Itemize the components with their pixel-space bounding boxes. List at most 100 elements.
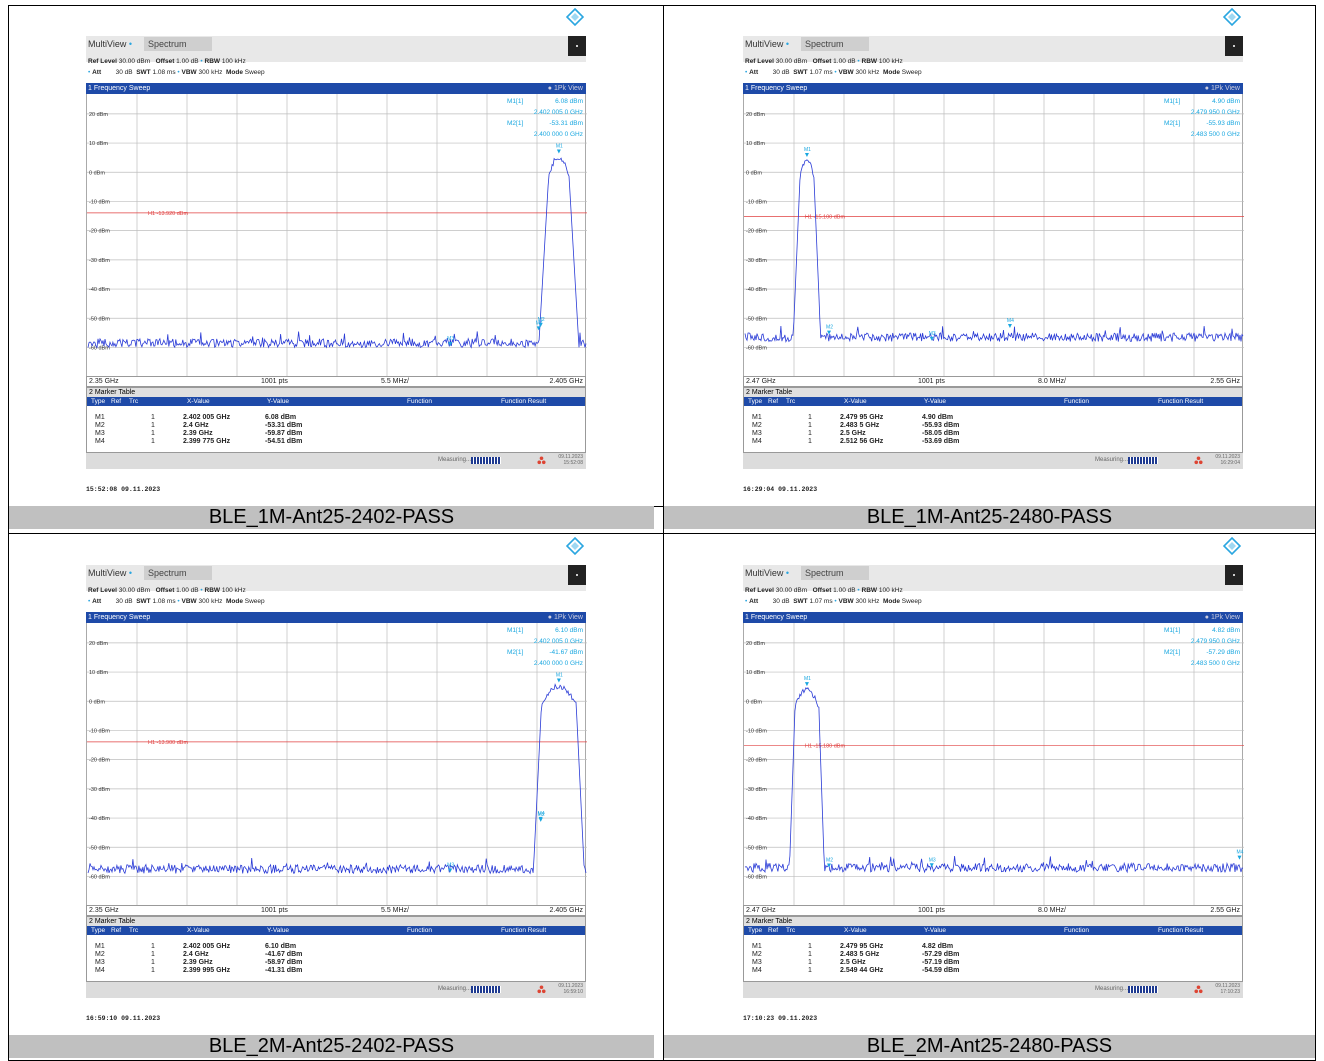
marker-y-value: -58.97 dBm: [265, 959, 303, 966]
y-tick-label: 10 dBm: [89, 141, 108, 147]
y-tick-label: 20 dBm: [746, 112, 765, 118]
marker-symbol[interactable]: [448, 342, 453, 347]
marker-label: M2: [826, 858, 833, 864]
marker-trace: 1: [808, 943, 812, 950]
marker-trace: 1: [808, 951, 812, 958]
marker-trace: 1: [808, 967, 812, 974]
readout-level: -41.67 dBm: [549, 649, 583, 656]
marker-table-header: Ref: [768, 398, 779, 405]
tab-multiview[interactable]: MultiView •: [88, 568, 133, 578]
marker-symbol[interactable]: [1007, 324, 1012, 329]
caption-2: BLE_1M-Ant25-2480-PASS: [664, 506, 1315, 529]
tab-multiview[interactable]: MultiView •: [745, 568, 790, 578]
view-label: ● 1Pk View: [547, 614, 583, 621]
marker-label: M1: [804, 676, 811, 682]
settings-line-2: • Att 30 dB SWT 1.08 ms • VBW 300 kHz Mo…: [88, 69, 265, 76]
warning-icon[interactable]: [537, 985, 546, 994]
settings-line-1: Ref Level 30.00 dBm Offset 1.00 dB • RBW…: [745, 58, 903, 65]
marker-table-title: 2 Marker Table: [744, 917, 1242, 926]
marker-x-value: 2.4 GHz: [183, 422, 209, 429]
marker-type: M1: [752, 943, 762, 950]
spectrum-trace: [744, 687, 1244, 874]
marker-symbol[interactable]: [804, 152, 809, 157]
marker-table-row: M4 1 2.549 44 GHz -54.59 dBm: [744, 967, 1242, 975]
y-tick-label: -10 dBm: [746, 199, 767, 205]
marker-symbol[interactable]: [448, 868, 453, 873]
marker-symbol[interactable]: [827, 863, 832, 868]
y-tick-label: -20 dBm: [89, 229, 110, 235]
marker-table-header: Function Result: [1158, 927, 1204, 934]
y-tick-label: -30 dBm: [746, 787, 767, 793]
readout-frequency: 2.402 005 0 GHz: [534, 109, 583, 116]
marker-symbol[interactable]: [556, 678, 561, 683]
marker-x-value: 2.479 95 GHz: [840, 943, 884, 950]
y-tick-label: 0 dBm: [89, 699, 105, 705]
analyzer-screen: MultiView • Spectrum Ref Level 30.00 dBm…: [86, 6, 587, 469]
marker-symbol[interactable]: [827, 330, 832, 335]
marker-table-row: M3 1 2.39 GHz -58.97 dBm: [87, 959, 585, 967]
warning-icon[interactable]: [537, 456, 546, 465]
x-start: 2.47 GHz: [746, 378, 776, 385]
marker-symbol[interactable]: [929, 863, 934, 868]
marker-type: M2: [95, 422, 105, 429]
tab-multiview[interactable]: MultiView •: [88, 39, 133, 49]
tab-spectrum[interactable]: Spectrum: [801, 566, 869, 580]
marker-label: M4: [538, 811, 545, 817]
x-division: 8.0 MHz/: [1038, 907, 1067, 914]
marker-symbol[interactable]: [929, 336, 934, 341]
marker-table-head: Type Ref Trc X-Value Y-Value Function Function…: [87, 397, 585, 406]
y-tick-label: -10 dBm: [89, 199, 110, 205]
x-axis-bar: 2.47 GHz 1001 pts 8.0 MHz/ 2.55 GHz: [743, 905, 1243, 916]
marker-x-value: 2.483 5 GHz: [840, 422, 880, 429]
tab-spectrum[interactable]: Spectrum: [144, 37, 212, 51]
x-points: 1001 pts: [918, 907, 945, 914]
marker-symbol[interactable]: [538, 816, 543, 821]
marker-type: M1: [95, 943, 105, 950]
marker-x-value: 2.5 GHz: [840, 430, 866, 437]
warning-icon[interactable]: [1194, 456, 1203, 465]
marker-label: M4: [536, 320, 543, 326]
menu-button[interactable]: [568, 36, 586, 56]
status-datetime: 09.11.2023 17:10:23: [1215, 983, 1240, 995]
tab-spectrum[interactable]: Spectrum: [801, 37, 869, 51]
tab-multiview[interactable]: MultiView •: [745, 39, 790, 49]
marker-symbol[interactable]: [538, 322, 543, 327]
x-start: 2.35 GHz: [89, 378, 119, 385]
tab-spectrum[interactable]: Spectrum: [144, 566, 212, 580]
threshold-label: H1 -13.900 dBm: [148, 740, 188, 746]
readout-frequency: 2.402 005 0 GHz: [534, 638, 583, 645]
marker-symbol[interactable]: [536, 326, 541, 331]
readout-marker: M1[1]: [507, 98, 523, 105]
rs-logo-icon: [1223, 537, 1241, 555]
marker-symbol[interactable]: [804, 682, 809, 687]
marker-y-value: -53.31 dBm: [265, 422, 303, 429]
x-axis-bar: 2.47 GHz 1001 pts 8.0 MHz/ 2.55 GHz: [743, 376, 1243, 387]
settings-line-1: Ref Level 30.00 dBm Offset 1.00 dB • RBW…: [88, 58, 246, 65]
spectrum-chart: 20 dBm 10 dBm 0 dBm -10 dBm -20 dBm -30 dBm -4…: [87, 94, 587, 376]
analyzer-screen: MultiView • Spectrum Ref Level 30.00 dBm…: [743, 535, 1244, 998]
marker-table-header: X-Value: [844, 927, 867, 934]
y-tick-label: -50 dBm: [89, 316, 110, 322]
marker-y-value: 4.90 dBm: [922, 414, 954, 421]
settings-line-1: Ref Level 30.00 dBm Offset 1.00 dB • RBW…: [745, 587, 903, 594]
menu-button[interactable]: [1225, 565, 1243, 585]
menu-button[interactable]: [568, 565, 586, 585]
y-tick-label: -40 dBm: [746, 816, 767, 822]
x-stop: 2.55 GHz: [1210, 378, 1240, 385]
marker-y-value: 4.82 dBm: [922, 943, 954, 950]
y-tick-label: 0 dBm: [746, 170, 762, 176]
measuring-status: Measuring...: [438, 986, 472, 992]
marker-x-value: 2.512 56 GHz: [840, 438, 884, 445]
menu-button[interactable]: [1225, 36, 1243, 56]
y-tick-label: -20 dBm: [89, 758, 110, 764]
marker-symbol[interactable]: [556, 149, 561, 154]
x-stop: 2.405 GHz: [549, 907, 583, 914]
marker-label: M1: [804, 147, 811, 153]
marker-table: 2 Marker Table Type Ref Trc X-Value Y-Value F…: [743, 916, 1243, 982]
marker-x-value: 2.483 5 GHz: [840, 951, 880, 958]
marker-table-header: Trc: [786, 927, 796, 934]
marker-table-header: Ref: [111, 927, 122, 934]
marker-table-header: Ref: [111, 398, 122, 405]
warning-icon[interactable]: [1194, 985, 1203, 994]
marker-symbol[interactable]: [1237, 855, 1242, 860]
